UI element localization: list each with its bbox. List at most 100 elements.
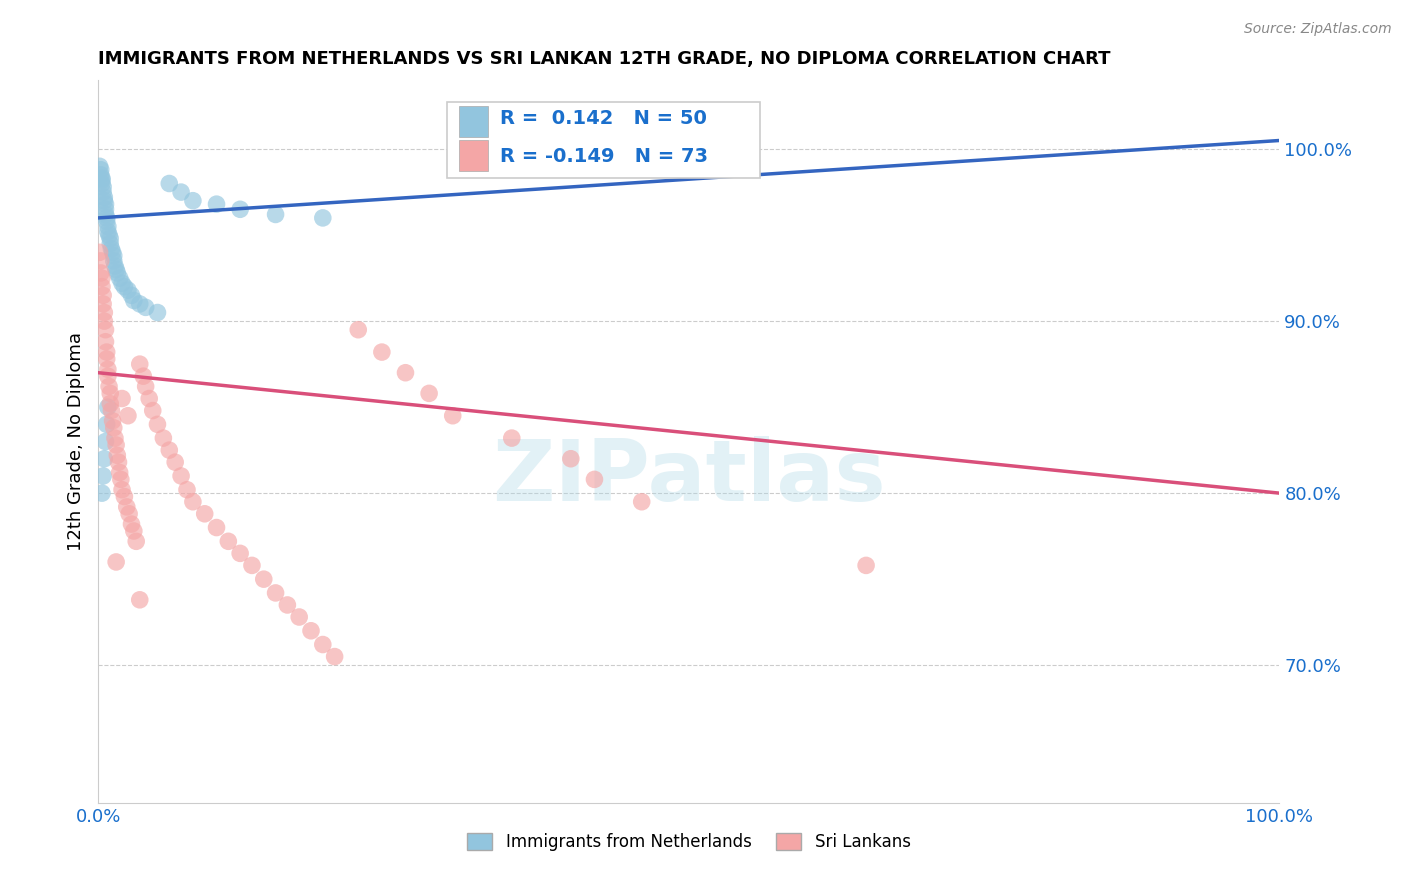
Point bbox=[94, 202, 117, 217]
Point bbox=[100, 242, 122, 256]
Point bbox=[93, 190, 115, 204]
Point bbox=[89, 245, 111, 260]
Point bbox=[128, 297, 150, 311]
Text: ZIPatlas: ZIPatlas bbox=[492, 436, 886, 519]
Point bbox=[276, 598, 298, 612]
Point bbox=[264, 586, 287, 600]
Text: Source: ZipAtlas.com: Source: ZipAtlas.com bbox=[1244, 22, 1392, 37]
Point bbox=[93, 451, 115, 466]
Point bbox=[96, 417, 118, 432]
Point bbox=[91, 271, 114, 285]
Point bbox=[94, 323, 117, 337]
Point bbox=[489, 142, 512, 156]
Point bbox=[108, 466, 131, 480]
Point bbox=[105, 262, 128, 277]
Point bbox=[107, 455, 129, 469]
Y-axis label: 12th Grade, No Diploma: 12th Grade, No Diploma bbox=[66, 332, 84, 551]
Point bbox=[101, 245, 124, 260]
Point bbox=[229, 202, 252, 217]
Point bbox=[347, 323, 370, 337]
Point bbox=[91, 173, 114, 187]
Point bbox=[205, 520, 228, 534]
Point bbox=[118, 507, 141, 521]
Point bbox=[104, 431, 127, 445]
Point bbox=[110, 472, 132, 486]
Point bbox=[138, 392, 160, 406]
Point bbox=[89, 159, 111, 173]
Point bbox=[115, 500, 138, 514]
Point bbox=[105, 438, 128, 452]
Point bbox=[105, 448, 128, 462]
Point bbox=[97, 369, 120, 384]
Point bbox=[97, 219, 120, 234]
Point bbox=[142, 403, 165, 417]
Point bbox=[94, 434, 117, 449]
Point bbox=[91, 288, 114, 302]
Point bbox=[91, 486, 114, 500]
Point bbox=[96, 211, 118, 225]
Point bbox=[323, 649, 346, 664]
Point bbox=[111, 483, 134, 497]
Point bbox=[90, 162, 112, 177]
Point bbox=[855, 558, 877, 573]
Point bbox=[157, 443, 180, 458]
Point bbox=[240, 558, 263, 573]
Point bbox=[288, 610, 311, 624]
Legend: Immigrants from Netherlands, Sri Lankans: Immigrants from Netherlands, Sri Lankans bbox=[458, 825, 920, 860]
Point bbox=[91, 279, 114, 293]
Point bbox=[205, 197, 228, 211]
Point bbox=[312, 211, 335, 225]
Point bbox=[94, 207, 117, 221]
Point bbox=[98, 386, 121, 401]
Text: IMMIGRANTS FROM NETHERLANDS VS SRI LANKAN 12TH GRADE, NO DIPLOMA CORRELATION CHA: IMMIGRANTS FROM NETHERLANDS VS SRI LANKA… bbox=[98, 50, 1111, 68]
Point bbox=[560, 451, 582, 466]
Point bbox=[122, 524, 145, 538]
Point bbox=[117, 409, 139, 423]
Point bbox=[103, 254, 125, 268]
Point bbox=[104, 259, 127, 273]
Point bbox=[94, 197, 117, 211]
Point bbox=[111, 277, 134, 291]
Point bbox=[101, 414, 124, 428]
Point bbox=[91, 297, 114, 311]
Point bbox=[97, 362, 120, 376]
Point bbox=[176, 483, 198, 497]
Point bbox=[103, 249, 125, 263]
Point bbox=[371, 345, 394, 359]
Point bbox=[98, 236, 121, 251]
Point bbox=[312, 638, 335, 652]
Point bbox=[97, 400, 120, 414]
Point bbox=[194, 507, 217, 521]
Point bbox=[583, 472, 606, 486]
Point bbox=[108, 271, 131, 285]
Point bbox=[93, 305, 115, 319]
Point bbox=[264, 207, 287, 221]
Point bbox=[91, 180, 114, 194]
Point bbox=[122, 293, 145, 308]
Point bbox=[135, 301, 157, 315]
Point bbox=[97, 225, 120, 239]
Point bbox=[441, 409, 464, 423]
Point bbox=[93, 194, 115, 208]
Point bbox=[112, 279, 135, 293]
Point bbox=[91, 171, 114, 186]
Point bbox=[128, 357, 150, 371]
Point bbox=[299, 624, 322, 638]
Point bbox=[165, 455, 187, 469]
Point bbox=[418, 386, 440, 401]
Point bbox=[103, 421, 125, 435]
Point bbox=[96, 351, 118, 366]
FancyBboxPatch shape bbox=[447, 102, 759, 178]
Point bbox=[128, 592, 150, 607]
Point bbox=[105, 555, 128, 569]
Point bbox=[152, 431, 174, 445]
Point bbox=[94, 334, 117, 349]
Point bbox=[93, 314, 115, 328]
Point bbox=[135, 379, 157, 393]
Point bbox=[98, 397, 121, 411]
Point bbox=[117, 283, 139, 297]
Point bbox=[105, 266, 128, 280]
Point bbox=[125, 534, 148, 549]
Point bbox=[181, 194, 204, 208]
Point bbox=[91, 177, 114, 191]
